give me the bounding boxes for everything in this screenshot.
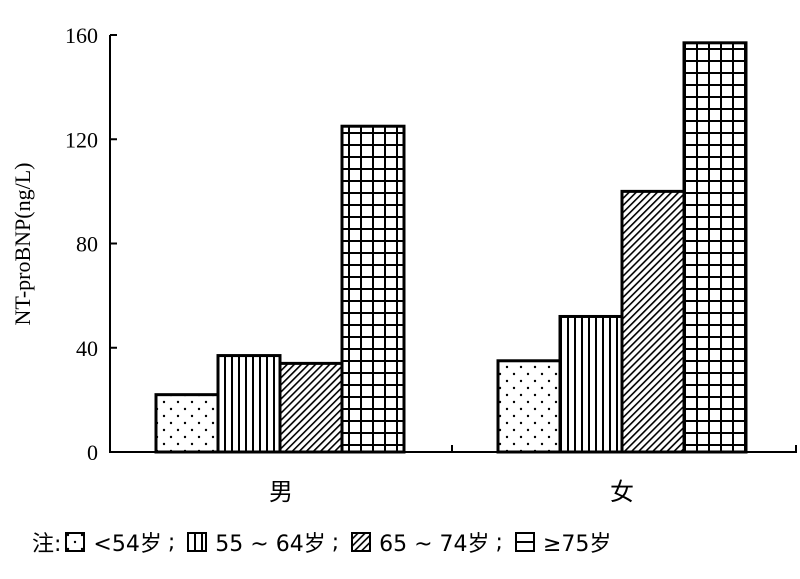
bar-male-series-1 (154, 393, 220, 454)
legend-label: 65 ~ 74岁 (379, 532, 490, 557)
bar-male-series-4 (340, 124, 406, 454)
bar-female-series-2 (558, 314, 624, 454)
legend-prefix: 注: (32, 532, 62, 557)
bar-female-series-4 (682, 41, 748, 454)
y-tick-label: 120 (65, 127, 98, 152)
chart: 0 40 80 120 160 男 女 NT-proBNP(ng/L) (10, 23, 797, 506)
legend: 注: <54岁 ; 55 ~ 64岁 ; 65 ~ 74岁 ; ≥75岁 (32, 524, 611, 560)
category-label-male: 男 (269, 478, 293, 506)
legend-separator: ; (167, 529, 176, 555)
legend-item-55-64: 55 ~ 64岁 (183, 526, 326, 558)
y-tick-label: 0 (87, 440, 98, 465)
bar-female-series-3 (620, 189, 686, 454)
legend-swatch-dots (65, 532, 86, 552)
legend-swatch-diagonal (351, 532, 372, 552)
legend-separator: ; (495, 529, 503, 555)
category-label-female: 女 (610, 478, 634, 506)
y-tick-label: 40 (76, 336, 98, 361)
y-tick-label: 160 (65, 23, 98, 48)
bar-male-series-2 (216, 354, 282, 454)
legend-item-75-plus: ≥75岁 (511, 526, 611, 558)
bar-female-series-1 (496, 359, 562, 454)
bar-male-series-3 (278, 361, 344, 454)
y-ticks: 0 40 80 120 160 (65, 23, 117, 465)
y-axis-title: NT-proBNP(ng/L) (10, 163, 35, 326)
legend-label: 55 ~ 64岁 (215, 532, 326, 557)
bars (154, 41, 748, 454)
legend-label: ≥75岁 (542, 532, 612, 557)
legend-item-under-54: <54岁 (61, 526, 162, 558)
y-tick-label: 80 (76, 232, 98, 257)
legend-swatch-vertical (187, 532, 208, 552)
legend-item-65-74: 65 ~ 74岁 (347, 526, 490, 558)
legend-label: <54岁 (93, 532, 162, 557)
legend-separator: ; (331, 529, 340, 555)
legend-swatch-grid (514, 532, 535, 552)
